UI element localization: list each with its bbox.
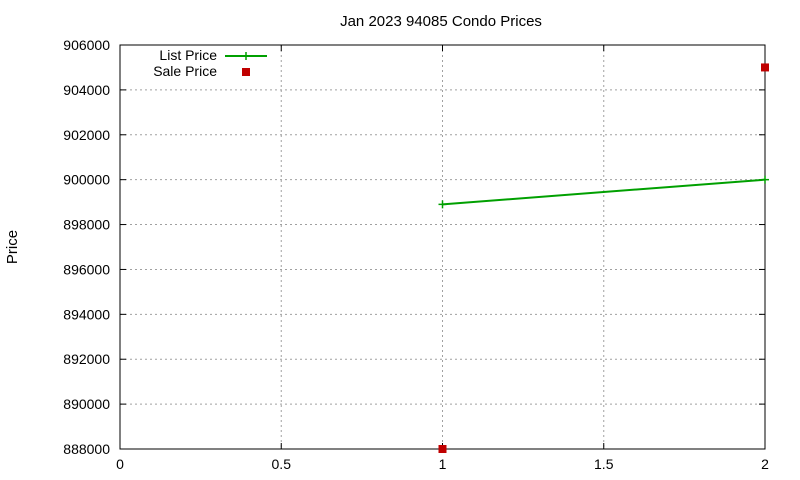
chart-title: Jan 2023 94085 Condo Prices	[340, 13, 542, 30]
y-tick-label: 900000	[63, 172, 110, 188]
y-axis-label: Price	[4, 230, 21, 264]
x-tick-label: 1.5	[594, 456, 614, 472]
legend-marker-sale-price	[242, 68, 250, 76]
y-tick-label: 894000	[63, 306, 110, 322]
grid-lines	[120, 45, 765, 449]
y-tick-label: 904000	[63, 82, 110, 98]
y-tick-label: 892000	[63, 351, 110, 367]
legend-label-sale-price: Sale Price	[153, 63, 217, 79]
y-tick-label: 896000	[63, 261, 110, 277]
x-tick-label: 1	[439, 456, 447, 472]
legend-label-list-price: List Price	[159, 47, 217, 63]
legend: List Price Sale Price	[153, 47, 267, 79]
y-tick-label: 888000	[63, 441, 110, 457]
y-tick-label: 898000	[63, 217, 110, 233]
series-layer	[438, 63, 769, 453]
y-tick-label: 890000	[63, 396, 110, 412]
list-price-point	[761, 175, 769, 184]
sale-price-point	[761, 63, 769, 72]
list-price-point	[438, 200, 447, 209]
y-tick-label: 906000	[63, 37, 110, 53]
y-ticks: 888000 890000 892000 894000 896000 898000 9000…	[63, 37, 765, 457]
x-ticks: 0 0.5 1 1.5 2	[116, 45, 769, 472]
sale-price-point	[438, 445, 447, 453]
list-price-line	[442, 178, 766, 206]
x-tick-label: 2	[761, 456, 769, 472]
legend-marker-list-price	[242, 52, 250, 60]
legend-plus	[242, 52, 250, 60]
x-tick-label: 0	[116, 456, 124, 472]
y-tick-label: 902000	[63, 127, 110, 143]
x-tick-label: 0.5	[272, 456, 292, 472]
